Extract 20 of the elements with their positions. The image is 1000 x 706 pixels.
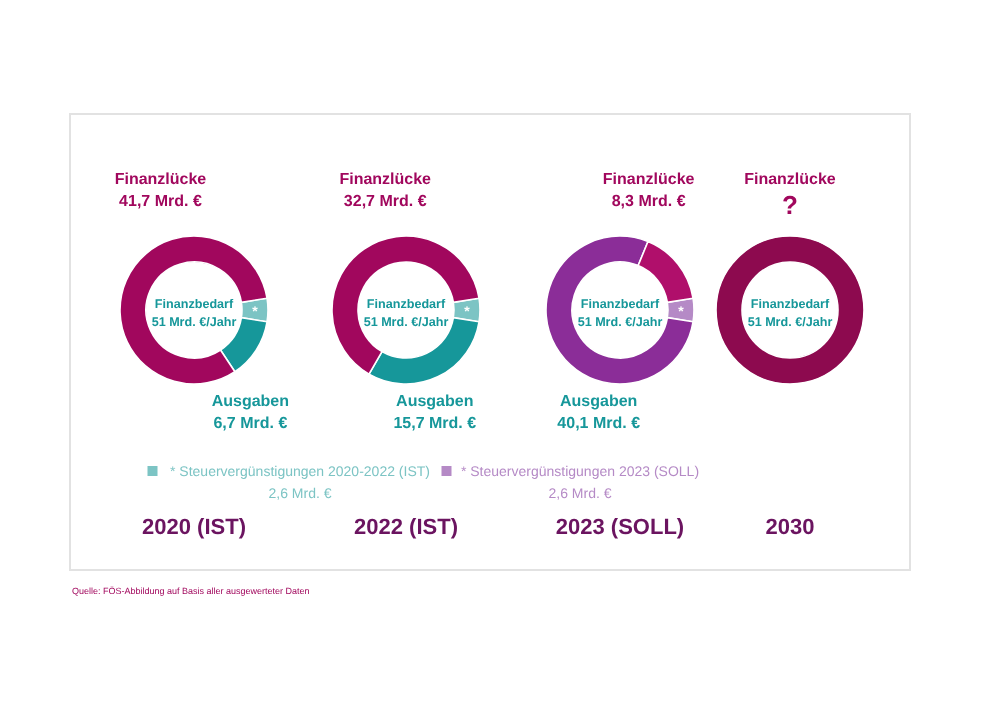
data-label: 15,7 Mrd. € — [393, 414, 478, 432]
slice-label: Ausgaben — [211, 392, 290, 410]
data-label: 40,1 Mrd. € — [557, 414, 642, 432]
data-label: ? — [782, 190, 799, 220]
data-label: 41,7 Mrd. € — [119, 192, 203, 210]
slice-label: Ausgaben — [560, 392, 638, 410]
data-label: 32,7 Mrd. € — [343, 192, 428, 210]
slice-label: Finanzlücke — [744, 170, 837, 188]
slice-label: Finanzlücke — [339, 170, 433, 188]
donut-slice — [545, 235, 694, 385]
slice-label: Finanzlücke — [602, 170, 696, 188]
text: 2022 (IST) — [354, 516, 459, 540]
data-label: 8,3 Mrd. € — [611, 192, 687, 210]
data-label: 6,7 Mrd. € — [213, 414, 289, 432]
slice-label: Ausgaben — [396, 392, 474, 410]
text: 2030 — [765, 516, 815, 540]
text: 2023 (SOLL) — [555, 516, 685, 540]
donut-slice — [119, 235, 268, 385]
slice-label: Finanzlücke — [114, 170, 208, 188]
text: 2020 (IST) — [142, 516, 247, 540]
